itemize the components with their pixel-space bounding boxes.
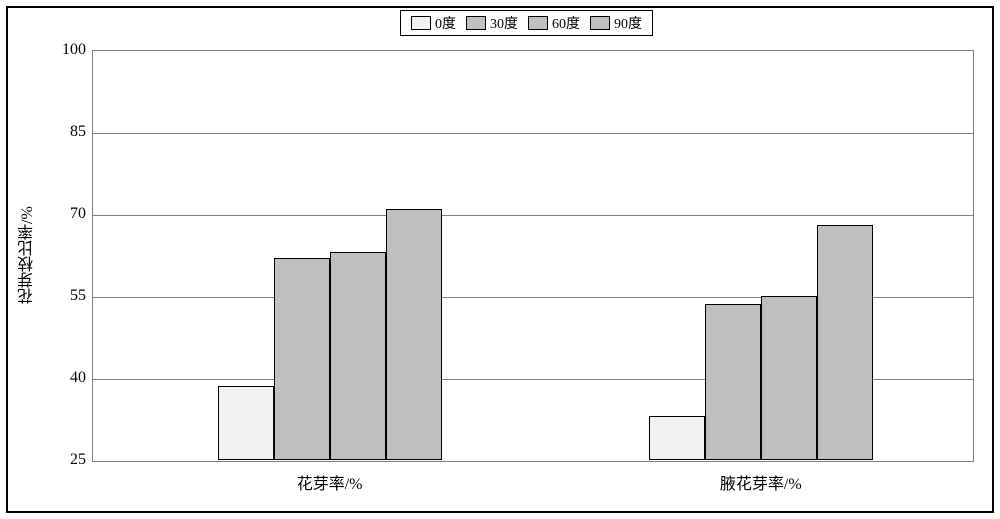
xtick-label: 腋花芽率/% [681, 470, 841, 494]
gridline [93, 133, 973, 134]
legend-label: 60度 [552, 13, 580, 33]
xtick-label: 花芽率/% [250, 470, 410, 494]
bar [705, 304, 761, 460]
bar [386, 209, 442, 460]
legend-label: 90度 [614, 13, 642, 33]
legend-swatch [528, 16, 548, 30]
bar [817, 225, 873, 460]
legend-item: 30度 [466, 13, 518, 33]
ytick-label: 100 [52, 41, 86, 59]
ytick-label: 85 [52, 123, 86, 141]
legend-item: 90度 [590, 13, 642, 33]
bar [274, 258, 330, 460]
bar [649, 416, 705, 460]
legend-swatch [590, 16, 610, 30]
ytick-label: 70 [52, 205, 86, 223]
legend: 0度 30度 60度 90度 [400, 10, 653, 36]
ytick-label: 40 [52, 369, 86, 387]
bar [761, 296, 817, 460]
legend-swatch [466, 16, 486, 30]
legend-item: 60度 [528, 13, 580, 33]
bar [330, 252, 386, 460]
ytick-label: 55 [52, 287, 86, 305]
legend-label: 30度 [490, 13, 518, 33]
legend-item: 0度 [411, 13, 456, 33]
y-axis-label: 花芽枝比率/% [16, 195, 40, 315]
bar [218, 386, 274, 460]
legend-label: 0度 [435, 13, 456, 33]
ytick-label: 25 [52, 451, 86, 469]
legend-swatch [411, 16, 431, 30]
gridline [93, 215, 973, 216]
